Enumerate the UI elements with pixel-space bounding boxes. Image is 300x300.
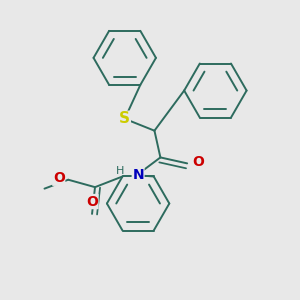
Text: O: O bbox=[86, 195, 98, 208]
Text: N: N bbox=[132, 168, 144, 182]
Text: O: O bbox=[193, 155, 204, 169]
Text: O: O bbox=[53, 171, 65, 185]
Text: S: S bbox=[119, 111, 130, 126]
Text: H: H bbox=[116, 166, 124, 176]
